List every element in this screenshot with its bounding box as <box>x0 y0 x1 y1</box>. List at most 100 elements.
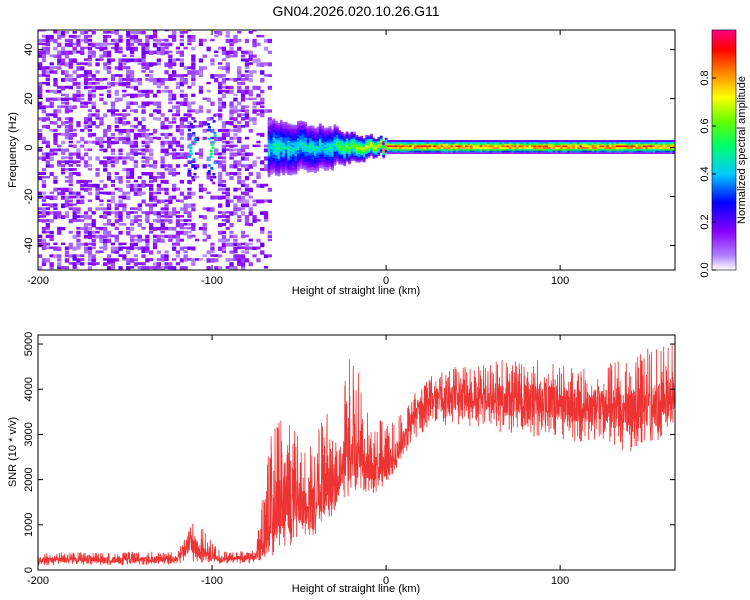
heatmap-cell <box>304 149 308 152</box>
heatmap-cell <box>76 262 81 265</box>
heatmap-cell <box>606 145 610 148</box>
heatmap-cell <box>103 31 108 34</box>
heatmap-cell <box>237 125 242 130</box>
heatmap-cell <box>289 123 293 126</box>
heatmap-cell <box>38 54 43 58</box>
heatmap-cell <box>387 141 390 144</box>
heatmap-cell <box>110 164 116 168</box>
heatmap-cell <box>207 158 210 161</box>
heatmap-cell <box>76 148 81 153</box>
x-tick-label: 0 <box>383 575 389 587</box>
heatmap-cell <box>565 152 568 154</box>
heatmap-cell <box>579 150 583 153</box>
heatmap-cell <box>61 31 66 36</box>
x-tick-label: 100 <box>551 275 569 287</box>
heatmap-cell <box>103 238 108 244</box>
heatmap-cell <box>61 164 66 168</box>
heatmap-cell <box>168 109 173 113</box>
heatmap-cell <box>304 130 308 133</box>
heatmap-cell <box>616 141 619 144</box>
heatmap-cell <box>141 211 146 214</box>
heatmap-cell <box>489 150 493 153</box>
heatmap-cell <box>156 136 161 140</box>
heatmap-cell <box>195 152 200 155</box>
heatmap-cell <box>87 250 93 255</box>
heatmap-cell <box>99 121 104 126</box>
heatmap-cell <box>45 50 50 55</box>
heatmap-cell <box>284 145 288 148</box>
heatmap-cell <box>287 142 290 145</box>
heatmap-cell <box>326 153 329 156</box>
heatmap-cell <box>141 132 146 138</box>
heatmap-cell <box>218 266 223 270</box>
heatmap-cell <box>560 148 563 151</box>
heatmap-cell <box>655 150 658 153</box>
heatmap-cell <box>126 58 131 63</box>
heatmap-cell <box>297 163 300 166</box>
heatmap-cell <box>252 58 257 63</box>
heatmap-cell <box>156 117 161 121</box>
heatmap-cell <box>95 191 100 196</box>
heatmap-cell <box>229 234 234 239</box>
heatmap-cell <box>350 145 354 148</box>
heatmap-cell <box>306 163 310 166</box>
heatmap-cell <box>263 254 269 259</box>
heatmap-cell <box>53 215 58 220</box>
heatmap-cell <box>272 140 276 143</box>
heatmap-cell <box>428 150 432 153</box>
heatmap-cell <box>229 223 234 228</box>
heatmap-cell <box>244 242 250 247</box>
heatmap-cell <box>379 142 383 145</box>
heatmap-cell <box>187 203 192 208</box>
heatmap-cell <box>160 38 165 42</box>
heatmap-cell <box>80 105 85 108</box>
heatmap-cell <box>647 150 651 153</box>
heatmap-cell <box>379 147 383 150</box>
heatmap-cell <box>340 161 344 164</box>
heatmap-cell <box>318 164 322 167</box>
heatmap-cell <box>289 132 293 135</box>
heatmap-cell <box>457 148 461 151</box>
heatmap-cell <box>272 161 276 164</box>
heatmap-cell <box>287 150 290 153</box>
heatmap-cell <box>506 147 510 149</box>
heatmap-cell <box>323 151 327 154</box>
heatmap-cell <box>484 140 488 142</box>
heatmap-cell <box>618 152 622 154</box>
heatmap-cell <box>616 147 619 149</box>
heatmap-cell <box>367 140 371 143</box>
heatmap-cell <box>267 120 271 123</box>
heatmap-cell <box>53 46 58 51</box>
heatmap-cell <box>221 164 227 169</box>
heatmap-cell <box>309 149 312 152</box>
heatmap-cell <box>133 144 138 148</box>
heatmap-cell <box>76 50 81 54</box>
heatmap-cell <box>133 246 138 250</box>
heatmap-cell <box>149 211 154 215</box>
heatmap-cell <box>294 160 298 163</box>
heatmap-cell <box>137 128 142 133</box>
heatmap-cell <box>256 199 261 204</box>
heatmap-cell <box>287 154 290 157</box>
heatmap-cell <box>133 132 138 138</box>
heatmap-cell <box>122 246 127 249</box>
heatmap-cell <box>584 143 588 146</box>
heatmap-cell <box>263 219 269 222</box>
heatmap-cell <box>543 152 546 154</box>
heatmap-cell <box>277 160 281 163</box>
heatmap-cell <box>114 128 119 132</box>
heatmap-cell <box>340 152 344 155</box>
heatmap-cell <box>129 207 135 210</box>
heatmap-cell <box>326 158 329 161</box>
heatmap-cell <box>80 144 85 148</box>
heatmap-cell <box>299 144 303 147</box>
heatmap-cell <box>360 139 364 142</box>
heatmap-cell <box>589 145 593 148</box>
heatmap-cell <box>263 74 269 77</box>
heatmap-cell <box>316 161 320 163</box>
heatmap-cell <box>530 140 534 142</box>
heatmap-cell <box>110 132 116 137</box>
heatmap-cell <box>210 152 214 155</box>
heatmap-cell <box>350 155 354 158</box>
